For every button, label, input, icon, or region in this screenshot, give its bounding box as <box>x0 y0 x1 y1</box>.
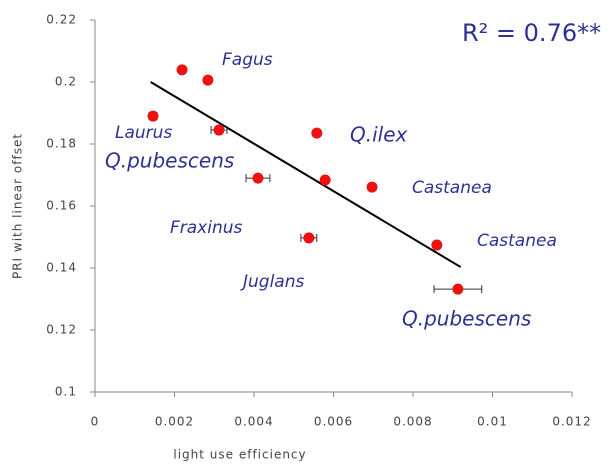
point <box>431 239 443 251</box>
point <box>319 174 331 186</box>
point <box>252 172 264 184</box>
x-tick-label: 0.008 <box>393 415 432 429</box>
y-tick-label: 0.18 <box>46 137 77 151</box>
point <box>452 283 464 295</box>
x-tick-label: 0 <box>91 415 100 429</box>
point-label: Fraxinus <box>170 218 243 238</box>
point <box>176 64 188 76</box>
point <box>311 127 323 139</box>
y-tick-label: 0.22 <box>46 13 77 27</box>
x-tick-label: 0.006 <box>314 415 353 429</box>
point-label: Laurus <box>115 123 172 143</box>
point-label: Castanea <box>477 231 557 251</box>
x-tick-label: 0.012 <box>552 415 591 429</box>
r2-annotation: R² = 0.76** <box>462 19 601 47</box>
point-label: Q.pubescens <box>105 149 234 173</box>
x-axis-label: light use efficiency <box>173 448 306 462</box>
point <box>147 110 159 122</box>
y-tick-label: 0.12 <box>46 323 77 337</box>
x-tick-label: 0.002 <box>155 415 194 429</box>
point <box>366 181 378 193</box>
point <box>303 232 315 244</box>
point <box>202 74 214 86</box>
y-tick-label: 0.16 <box>46 199 77 213</box>
y-tick-label: 0.2 <box>55 75 77 89</box>
point-label: Fagus <box>222 50 273 70</box>
x-tick-label: 0.01 <box>477 415 508 429</box>
point-label: Juglans <box>240 272 304 292</box>
point-label: Q.pubescens <box>402 307 531 331</box>
y-tick-label: 0.1 <box>55 385 77 399</box>
y-tick-label: 0.14 <box>46 261 77 275</box>
point-label: Castanea <box>412 178 492 198</box>
point-label: Q.ilex <box>350 123 408 147</box>
trendline <box>150 81 462 268</box>
x-tick-label: 0.004 <box>234 415 273 429</box>
y-axis-label: PRI with linear offset <box>11 133 25 279</box>
point <box>213 124 225 136</box>
